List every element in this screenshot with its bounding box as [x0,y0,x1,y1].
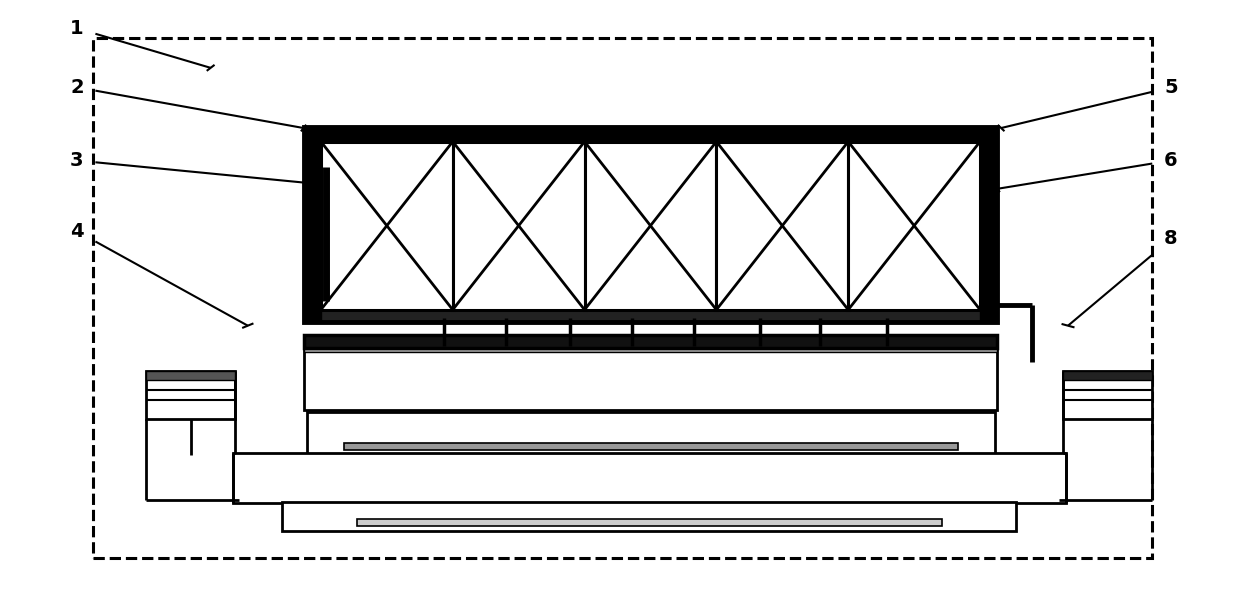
Bar [1063,371,1152,380]
Bar [304,127,997,322]
Bar [357,519,942,526]
Bar [304,127,997,142]
Bar [282,502,1016,531]
Bar [233,453,1066,503]
Bar [307,412,995,454]
Bar [980,127,997,322]
Bar [304,346,997,410]
Bar [344,442,958,450]
Text: 2: 2 [71,78,83,97]
Bar [304,335,997,348]
Bar [304,127,997,322]
Bar [452,142,585,310]
Bar [304,127,321,322]
Bar [304,310,997,322]
Text: 4: 4 [71,222,83,241]
Bar [146,371,235,380]
Bar [304,335,997,348]
Bar [849,142,980,310]
Bar [585,142,716,310]
Bar [93,38,1152,558]
Text: 1: 1 [71,19,83,38]
Bar [1063,371,1152,419]
Bar [146,371,235,419]
Bar [321,142,452,310]
Text: 3: 3 [71,151,83,170]
Bar [304,346,997,352]
Text: 8: 8 [1165,230,1177,248]
Text: 6: 6 [1165,151,1177,170]
Text: 5: 5 [1165,78,1177,97]
Bar [716,142,849,310]
